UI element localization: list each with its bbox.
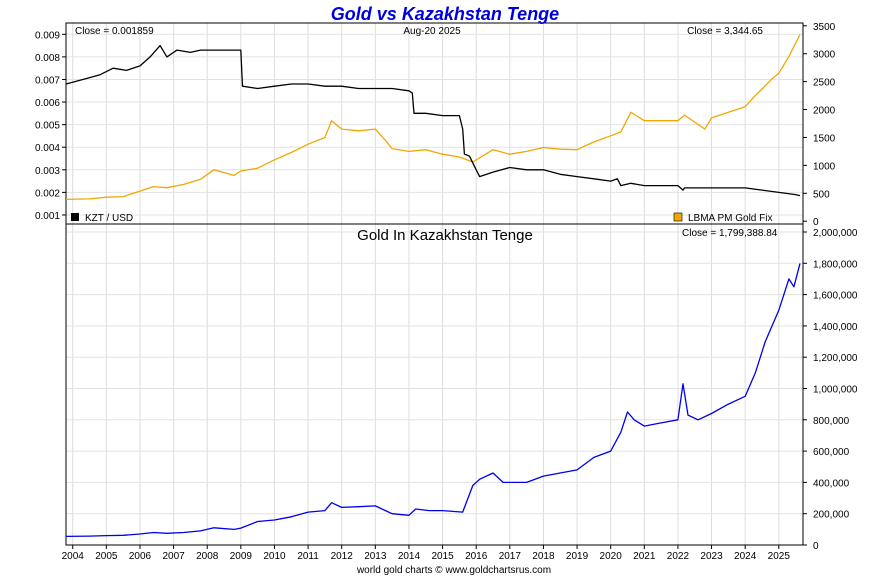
- x-tick-label: 2006: [129, 551, 152, 562]
- gold-close-label: Close = 3,344.65: [687, 26, 763, 37]
- y-right-tick-label: 2000: [813, 106, 836, 117]
- x-tick-label: 2022: [667, 551, 690, 562]
- kzt-legend-swatch: [71, 213, 79, 221]
- kzt-close-label: Close = 0.001859: [75, 26, 154, 37]
- x-tick-label: 2005: [95, 551, 118, 562]
- y-right-tick-label: 500: [813, 189, 830, 200]
- x-tick-label: 2010: [263, 551, 286, 562]
- y-bottom-tick-label: 600,000: [813, 447, 850, 458]
- x-tick-label: 2004: [62, 551, 85, 562]
- y-right-tick-label: 1500: [813, 133, 836, 144]
- y-left-tick-label: 0.002: [35, 188, 60, 199]
- gold-in-tenge-line: [65, 263, 801, 538]
- y-bottom-tick-label: 400,000: [813, 478, 850, 489]
- y-bottom-tick-label: 1,600,000: [813, 291, 858, 302]
- y-left-tick-label: 0.006: [35, 98, 60, 109]
- x-tick-label: 2017: [499, 551, 522, 562]
- y-left-tick-label: 0.005: [35, 121, 60, 132]
- kzt-usd-line: [65, 44, 801, 197]
- y-right-tick-label: 0: [813, 217, 819, 228]
- x-tick-label: 2009: [230, 551, 253, 562]
- x-tick-label: 2008: [196, 551, 219, 562]
- y-bottom-tick-label: 1,400,000: [813, 322, 858, 333]
- y-left-tick-label: 0.001: [35, 211, 60, 222]
- x-tick-label: 2016: [465, 551, 488, 562]
- gold-price-line: [65, 34, 801, 201]
- x-tick-label: 2015: [431, 551, 454, 562]
- x-tick-label: 2021: [633, 551, 656, 562]
- y-left-tick-label: 0.003: [35, 166, 60, 177]
- panel-frame: [65, 22, 804, 546]
- y-bottom-tick-label: 800,000: [813, 416, 850, 427]
- y-right-tick-label: 3000: [813, 50, 836, 61]
- x-tick-label: 2007: [162, 551, 185, 562]
- x-tick-label: 2011: [297, 551, 319, 562]
- x-tick-label: 2014: [398, 551, 421, 562]
- y-bottom-tick-label: 1,200,000: [813, 353, 858, 364]
- y-left-tick-label: 0.004: [35, 143, 60, 154]
- series-layer: [65, 34, 801, 538]
- y-bottom-tick-label: 1,800,000: [813, 259, 858, 270]
- lower-chart-title: Gold In Kazakhstan Tenge: [357, 227, 533, 244]
- x-tick-label: 2018: [532, 551, 555, 562]
- gold-legend-label: LBMA PM Gold Fix: [688, 213, 772, 224]
- y-left-tick-label: 0.008: [35, 53, 60, 64]
- y-left-tick-label: 0.009: [35, 30, 60, 41]
- tick-layer: 2004 2005 2006 2007 2008 2009 2010 2011 2012 2013…: [35, 22, 858, 562]
- x-tick-label: 2012: [331, 551, 354, 562]
- gold-legend-swatch: [673, 212, 683, 222]
- y-bottom-tick-label: 0: [813, 541, 819, 552]
- y-right-tick-label: 3500: [813, 22, 836, 33]
- y-bottom-tick-label: 2,000,000: [813, 228, 858, 239]
- y-right-tick-label: 2500: [813, 78, 836, 89]
- y-bottom-tick-label: 200,000: [813, 510, 850, 521]
- x-tick-label: 2024: [734, 551, 757, 562]
- y-left-tick-label: 0.007: [35, 75, 60, 86]
- x-tick-label: 2023: [700, 551, 723, 562]
- x-tick-label: 2025: [768, 551, 791, 562]
- kzt-legend-label: KZT / USD: [85, 213, 133, 224]
- chart-title: Gold vs Kazakhstan Tenge: [331, 4, 559, 24]
- y-bottom-tick-label: 1,000,000: [813, 385, 858, 396]
- tenge-close-label: Close = 1,799,388.84: [682, 228, 778, 239]
- x-tick-label: 2013: [364, 551, 387, 562]
- x-tick-label: 2020: [600, 551, 623, 562]
- y-right-tick-label: 1000: [813, 161, 836, 172]
- x-tick-label: 2019: [566, 551, 589, 562]
- footer-credit: world gold charts © www.goldchartsrus.co…: [356, 565, 551, 575]
- date-label: Aug-20 2025: [403, 26, 461, 37]
- grid-layer: [66, 23, 803, 546]
